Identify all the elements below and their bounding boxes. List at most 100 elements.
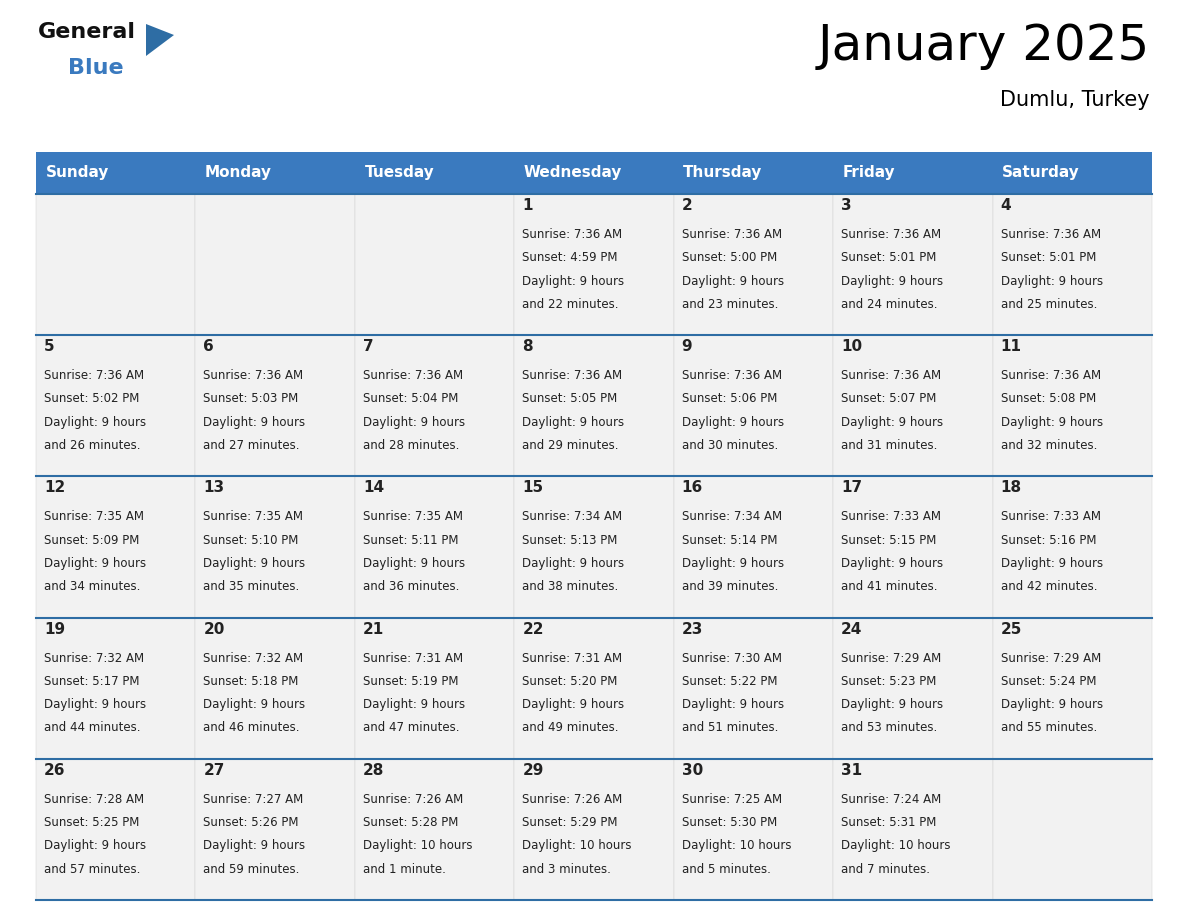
Text: Daylight: 9 hours: Daylight: 9 hours xyxy=(841,416,943,429)
Text: Dumlu, Turkey: Dumlu, Turkey xyxy=(1000,90,1150,110)
Text: 24: 24 xyxy=(841,621,862,636)
Text: Sunset: 5:10 PM: Sunset: 5:10 PM xyxy=(203,533,298,547)
Text: and 41 minutes.: and 41 minutes. xyxy=(841,580,937,593)
Text: Sunrise: 7:36 AM: Sunrise: 7:36 AM xyxy=(203,369,303,382)
Text: Daylight: 9 hours: Daylight: 9 hours xyxy=(682,699,784,711)
Text: Sunset: 4:59 PM: Sunset: 4:59 PM xyxy=(523,252,618,264)
Text: Sunrise: 7:36 AM: Sunrise: 7:36 AM xyxy=(1000,228,1100,241)
Text: Daylight: 9 hours: Daylight: 9 hours xyxy=(203,557,305,570)
Text: Daylight: 9 hours: Daylight: 9 hours xyxy=(841,274,943,287)
Text: Sunrise: 7:35 AM: Sunrise: 7:35 AM xyxy=(203,510,303,523)
Text: and 36 minutes.: and 36 minutes. xyxy=(362,580,460,593)
Bar xyxy=(514,476,674,618)
Text: and 39 minutes.: and 39 minutes. xyxy=(682,580,778,593)
Bar xyxy=(36,618,196,759)
Text: January 2025: January 2025 xyxy=(817,22,1150,70)
Text: Sunset: 5:15 PM: Sunset: 5:15 PM xyxy=(841,533,936,547)
Text: and 25 minutes.: and 25 minutes. xyxy=(1000,298,1097,311)
Text: Sunrise: 7:31 AM: Sunrise: 7:31 AM xyxy=(362,652,463,665)
Text: Sunset: 5:06 PM: Sunset: 5:06 PM xyxy=(682,393,777,406)
Bar xyxy=(992,618,1152,759)
Bar xyxy=(355,194,514,335)
Bar xyxy=(514,194,674,335)
Text: 28: 28 xyxy=(362,763,384,778)
Bar xyxy=(514,759,674,900)
Text: Sunset: 5:20 PM: Sunset: 5:20 PM xyxy=(523,675,618,688)
Text: Sunset: 5:11 PM: Sunset: 5:11 PM xyxy=(362,533,459,547)
Text: Sunrise: 7:29 AM: Sunrise: 7:29 AM xyxy=(1000,652,1101,665)
Text: Saturday: Saturday xyxy=(1003,165,1080,181)
Text: Sunrise: 7:26 AM: Sunrise: 7:26 AM xyxy=(523,793,623,806)
Text: Daylight: 9 hours: Daylight: 9 hours xyxy=(1000,274,1102,287)
Text: Daylight: 9 hours: Daylight: 9 hours xyxy=(682,557,784,570)
Text: and 49 minutes.: and 49 minutes. xyxy=(523,722,619,734)
Bar xyxy=(355,618,514,759)
Text: Sunrise: 7:36 AM: Sunrise: 7:36 AM xyxy=(1000,369,1100,382)
Text: Sunrise: 7:36 AM: Sunrise: 7:36 AM xyxy=(362,369,463,382)
Text: Daylight: 10 hours: Daylight: 10 hours xyxy=(362,839,473,853)
Text: 17: 17 xyxy=(841,480,862,496)
Text: Sunset: 5:01 PM: Sunset: 5:01 PM xyxy=(1000,252,1095,264)
Text: Daylight: 10 hours: Daylight: 10 hours xyxy=(523,839,632,853)
Text: Thursday: Thursday xyxy=(683,165,763,181)
Text: and 22 minutes.: and 22 minutes. xyxy=(523,298,619,311)
Bar xyxy=(196,476,355,618)
Text: Sunset: 5:02 PM: Sunset: 5:02 PM xyxy=(44,393,139,406)
Bar xyxy=(833,618,992,759)
Text: and 26 minutes.: and 26 minutes. xyxy=(44,439,140,452)
Text: Daylight: 9 hours: Daylight: 9 hours xyxy=(362,557,465,570)
Text: Sunrise: 7:32 AM: Sunrise: 7:32 AM xyxy=(44,652,144,665)
Text: General: General xyxy=(38,22,135,42)
Text: and 32 minutes.: and 32 minutes. xyxy=(1000,439,1097,452)
Text: Daylight: 9 hours: Daylight: 9 hours xyxy=(841,557,943,570)
Text: and 47 minutes.: and 47 minutes. xyxy=(362,722,460,734)
Text: and 7 minutes.: and 7 minutes. xyxy=(841,863,930,876)
Text: and 46 minutes.: and 46 minutes. xyxy=(203,722,299,734)
Bar xyxy=(674,335,833,476)
Text: and 51 minutes.: and 51 minutes. xyxy=(682,722,778,734)
Bar xyxy=(196,759,355,900)
Bar xyxy=(833,194,992,335)
Text: Sunset: 5:01 PM: Sunset: 5:01 PM xyxy=(841,252,936,264)
Text: Daylight: 9 hours: Daylight: 9 hours xyxy=(523,557,625,570)
Bar xyxy=(833,759,992,900)
Text: and 34 minutes.: and 34 minutes. xyxy=(44,580,140,593)
Text: Sunrise: 7:36 AM: Sunrise: 7:36 AM xyxy=(523,369,623,382)
Text: Tuesday: Tuesday xyxy=(365,165,434,181)
Bar xyxy=(674,618,833,759)
Text: Sunrise: 7:25 AM: Sunrise: 7:25 AM xyxy=(682,793,782,806)
Bar xyxy=(355,476,514,618)
Text: and 29 minutes.: and 29 minutes. xyxy=(523,439,619,452)
Text: Daylight: 9 hours: Daylight: 9 hours xyxy=(362,699,465,711)
Text: 7: 7 xyxy=(362,339,373,354)
Text: 12: 12 xyxy=(44,480,65,496)
Text: Sunrise: 7:30 AM: Sunrise: 7:30 AM xyxy=(682,652,782,665)
Text: 25: 25 xyxy=(1000,621,1022,636)
Bar xyxy=(992,759,1152,900)
Polygon shape xyxy=(146,24,173,56)
Text: and 1 minute.: and 1 minute. xyxy=(362,863,446,876)
Text: Sunrise: 7:36 AM: Sunrise: 7:36 AM xyxy=(44,369,144,382)
Text: Sunset: 5:04 PM: Sunset: 5:04 PM xyxy=(362,393,459,406)
Bar xyxy=(36,335,196,476)
Text: and 23 minutes.: and 23 minutes. xyxy=(682,298,778,311)
Text: Daylight: 9 hours: Daylight: 9 hours xyxy=(203,416,305,429)
Text: Sunset: 5:18 PM: Sunset: 5:18 PM xyxy=(203,675,298,688)
Text: Sunrise: 7:27 AM: Sunrise: 7:27 AM xyxy=(203,793,304,806)
Text: Daylight: 9 hours: Daylight: 9 hours xyxy=(523,699,625,711)
Text: and 53 minutes.: and 53 minutes. xyxy=(841,722,937,734)
Bar xyxy=(992,152,1152,194)
Text: Sunrise: 7:33 AM: Sunrise: 7:33 AM xyxy=(841,510,941,523)
Text: Friday: Friday xyxy=(842,165,896,181)
Text: Sunrise: 7:36 AM: Sunrise: 7:36 AM xyxy=(841,228,941,241)
Text: Daylight: 9 hours: Daylight: 9 hours xyxy=(1000,416,1102,429)
Text: 5: 5 xyxy=(44,339,55,354)
Text: Sunset: 5:09 PM: Sunset: 5:09 PM xyxy=(44,533,139,547)
Text: 19: 19 xyxy=(44,621,65,636)
Bar xyxy=(992,476,1152,618)
Text: Sunset: 5:30 PM: Sunset: 5:30 PM xyxy=(682,816,777,829)
Text: Sunrise: 7:32 AM: Sunrise: 7:32 AM xyxy=(203,652,303,665)
Bar xyxy=(514,335,674,476)
Text: and 42 minutes.: and 42 minutes. xyxy=(1000,580,1097,593)
Text: Sunset: 5:07 PM: Sunset: 5:07 PM xyxy=(841,393,936,406)
